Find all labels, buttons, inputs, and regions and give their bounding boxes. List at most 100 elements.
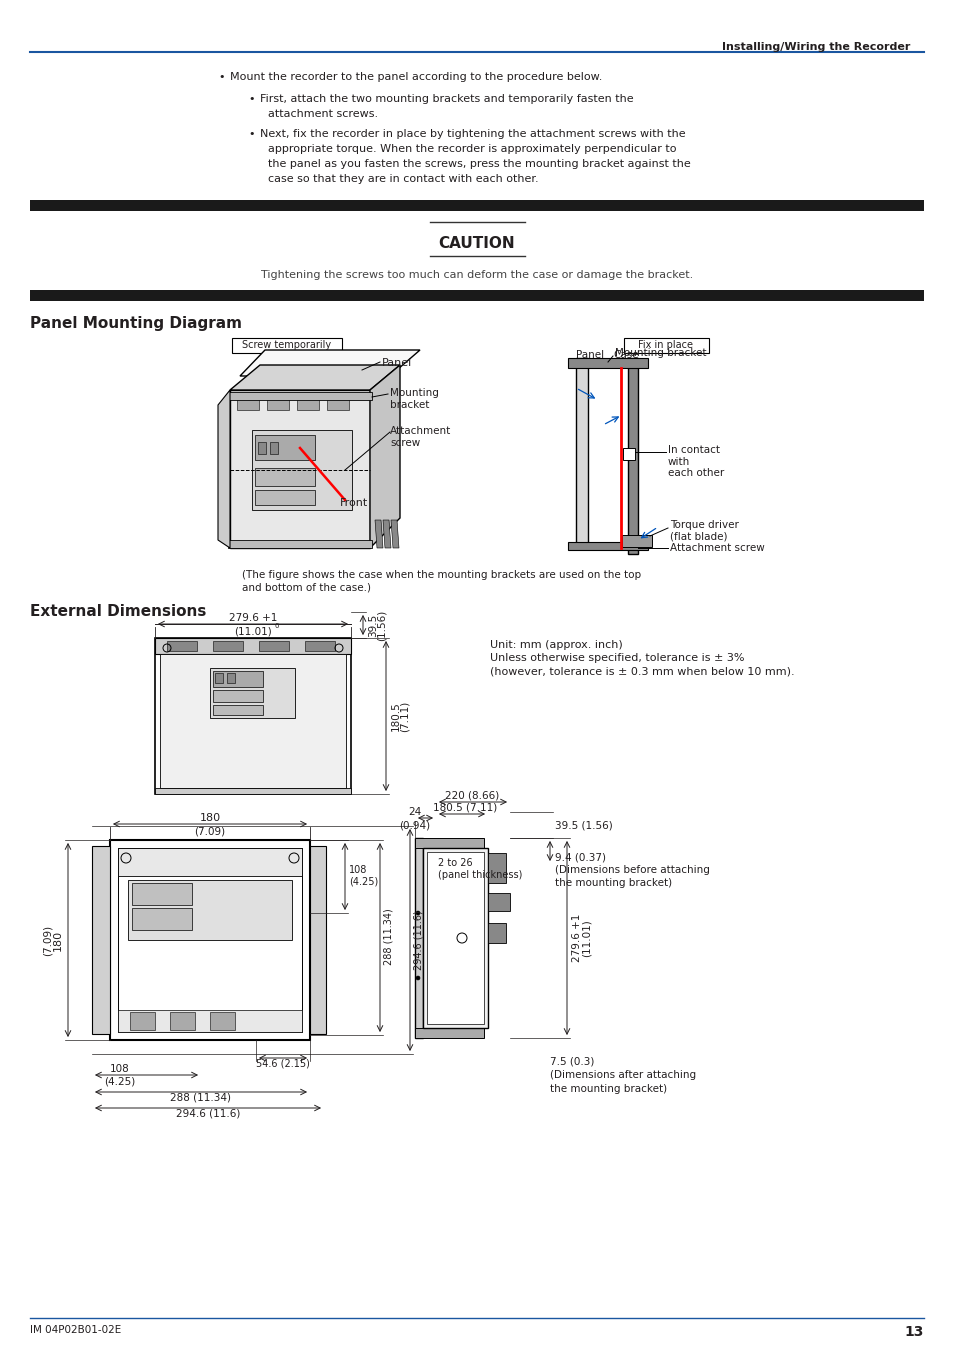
Text: 7.5 (0.3): 7.5 (0.3) [550, 1056, 594, 1066]
Text: 108
(4.25): 108 (4.25) [349, 865, 377, 887]
Text: appropriate torque. When the recorder is approximately perpendicular to: appropriate torque. When the recorder is… [268, 144, 676, 154]
Bar [422, 848, 488, 1027]
Text: Attachment screw: Attachment screw [669, 543, 764, 554]
Text: 220 (8.66): 220 (8.66) [444, 791, 498, 801]
Bar [296, 396, 318, 410]
Bar [488, 853, 505, 883]
Text: Torque driver
(flat blade): Torque driver (flat blade) [669, 520, 739, 541]
Bar [154, 788, 351, 794]
Polygon shape [375, 520, 382, 548]
Bar [213, 705, 263, 716]
Bar [213, 671, 263, 687]
Text: (11.01): (11.01) [581, 919, 592, 957]
Text: (Dimensions before attaching: (Dimensions before attaching [555, 865, 709, 875]
Text: IM 04P02B01-02E: IM 04P02B01-02E [30, 1324, 121, 1335]
Text: 180.5 (7.11): 180.5 (7.11) [433, 803, 497, 813]
Text: 180: 180 [199, 813, 220, 823]
Text: the mounting bracket): the mounting bracket) [555, 878, 672, 888]
Text: Mounting
bracket: Mounting bracket [390, 387, 438, 409]
Text: 24: 24 [408, 807, 421, 817]
Bar [427, 852, 483, 1025]
Circle shape [416, 911, 419, 915]
Text: (panel thickness): (panel thickness) [437, 869, 522, 880]
Bar [91, 846, 110, 1034]
Bar [213, 641, 243, 651]
Text: 294.6 (11.6): 294.6 (11.6) [175, 1108, 240, 1119]
Text: 288 (11.34): 288 (11.34) [171, 1094, 232, 1103]
Text: In contact
with
each other: In contact with each other [667, 446, 723, 478]
Text: 54.6 (2.15): 54.6 (2.15) [255, 1058, 310, 1069]
Text: and bottom of the case.): and bottom of the case.) [242, 583, 371, 593]
Bar [210, 668, 294, 718]
Text: 279.6 +1: 279.6 +1 [229, 613, 277, 622]
Text: Fix in place: Fix in place [638, 340, 693, 350]
Polygon shape [230, 364, 399, 390]
Bar [167, 641, 196, 651]
Text: 108: 108 [110, 1064, 130, 1075]
Text: Panel: Panel [381, 358, 412, 369]
Text: Mounting bracket: Mounting bracket [615, 348, 706, 358]
Bar [488, 923, 505, 944]
Text: (The figure shows the case when the mounting brackets are used on the top: (The figure shows the case when the moun… [242, 570, 640, 580]
Text: Panel Mounting Diagram: Panel Mounting Diagram [30, 316, 242, 331]
Polygon shape [370, 364, 399, 548]
Bar [305, 641, 335, 651]
Bar [236, 396, 258, 410]
Bar [130, 1012, 154, 1030]
Bar [118, 1010, 302, 1031]
Bar [228, 392, 372, 400]
Bar [310, 846, 326, 1034]
Text: 39.5 (1.56): 39.5 (1.56) [555, 819, 612, 830]
Text: (7.09): (7.09) [194, 826, 225, 836]
Text: (7.11): (7.11) [399, 701, 410, 732]
Bar [128, 880, 292, 940]
Text: CAUTION: CAUTION [438, 236, 515, 251]
Text: •: • [248, 130, 254, 139]
Text: Attachment
screw: Attachment screw [390, 427, 451, 448]
Text: 279.6 +1: 279.6 +1 [572, 914, 581, 963]
Text: Unit: mm (approx. inch): Unit: mm (approx. inch) [490, 640, 622, 649]
Polygon shape [391, 520, 398, 548]
Text: Unless otherwise specified, tolerance is ± 3%: Unless otherwise specified, tolerance is… [490, 653, 743, 663]
Bar [252, 431, 352, 510]
Bar [567, 541, 647, 549]
Bar [267, 396, 289, 410]
Bar [132, 909, 192, 930]
Bar [170, 1012, 194, 1030]
Text: Screw temporarily: Screw temporarily [242, 340, 332, 350]
Circle shape [416, 976, 419, 980]
Polygon shape [382, 520, 391, 548]
Bar [154, 639, 351, 653]
Text: attachment screws.: attachment screws. [268, 109, 377, 119]
Bar [30, 290, 923, 301]
Bar [214, 674, 223, 683]
Text: the mounting bracket): the mounting bracket) [550, 1084, 666, 1094]
Bar [110, 840, 310, 1040]
Text: 2 to 26: 2 to 26 [437, 859, 472, 868]
Text: (however, tolerance is ± 0.3 mm when below 10 mm).: (however, tolerance is ± 0.3 mm when bel… [490, 666, 794, 676]
Polygon shape [240, 350, 419, 377]
Bar [623, 338, 708, 352]
Bar [213, 690, 263, 702]
Bar [254, 468, 314, 486]
Text: 180.5: 180.5 [391, 701, 400, 730]
Bar [132, 883, 192, 905]
Polygon shape [230, 390, 370, 548]
Text: Mount the recorder to the panel according to the procedure below.: Mount the recorder to the panel accordin… [230, 72, 601, 82]
Bar [118, 848, 302, 876]
Text: 9.4 (0.37): 9.4 (0.37) [555, 852, 605, 863]
Bar [254, 490, 314, 505]
Bar [228, 540, 372, 548]
Bar [258, 641, 289, 651]
Text: Panel: Panel [576, 350, 603, 360]
Text: 180: 180 [53, 929, 63, 950]
Text: (7.09): (7.09) [43, 925, 53, 956]
Text: (Dimensions after attaching: (Dimensions after attaching [550, 1071, 696, 1080]
Text: the panel as you fasten the screws, press the mounting bracket against the: the panel as you fasten the screws, pres… [268, 159, 690, 169]
Polygon shape [218, 390, 230, 548]
Text: 294.6 (11.6): 294.6 (11.6) [414, 910, 423, 969]
Bar [576, 358, 587, 548]
Text: (1.56): (1.56) [376, 609, 387, 641]
Bar [622, 448, 635, 460]
Bar [30, 200, 923, 211]
